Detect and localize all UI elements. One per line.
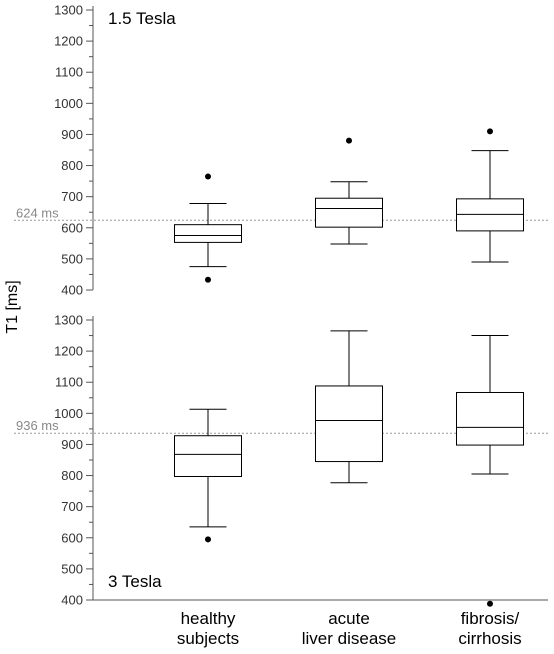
category-label: fibrosis/cirrhosis	[458, 609, 521, 648]
y-tick-label: 800	[61, 468, 83, 483]
y-tick-label: 1000	[54, 96, 83, 111]
box-iqr	[174, 224, 242, 243]
outlier-point	[346, 137, 352, 144]
box-2	[315, 330, 383, 484]
box-iqr	[315, 385, 383, 463]
box-1	[174, 408, 242, 543]
y-tick-label: 600	[61, 530, 83, 545]
y-tick-label: 500	[61, 251, 83, 266]
panel-1-5-tesla: 400 500 600 700 800 900 1000 1100 1200 1300 624 ms…	[14, 3, 548, 298]
y-tick-label: 1100	[55, 375, 83, 390]
panel-label: 1.5 Tesla	[108, 9, 176, 28]
outlier-point	[205, 536, 211, 543]
y-tick-label: 1200	[54, 344, 83, 359]
y-tick-label: 1100	[55, 65, 83, 80]
category-label-line: acute	[328, 609, 370, 628]
outlier-point	[205, 173, 211, 180]
category-label: healthy subjects	[177, 609, 239, 648]
y-axis-title: T1 [ms]	[4, 280, 21, 333]
y-tick-label: 800	[61, 158, 83, 173]
y-tick-label: 900	[61, 127, 83, 142]
outlier-point	[205, 276, 211, 283]
box-3	[456, 128, 524, 263]
y-tick-label: 700	[61, 499, 83, 514]
reference-line-label: 624 ms	[16, 205, 59, 220]
y-tick-label: 900	[61, 437, 83, 452]
category-label-line: subjects	[177, 629, 239, 648]
box-3	[456, 335, 524, 607]
outlier-point	[487, 600, 493, 607]
reference-line-label: 936 ms	[16, 418, 59, 433]
y-tick-label: 400	[61, 593, 83, 608]
y-tick-label: 1200	[54, 34, 83, 49]
y-tick-label: 1300	[54, 313, 83, 328]
box-2	[315, 137, 383, 245]
panel-3-tesla: 400 500 600 700 800 900 1000 1100 1200 1300 936 ms…	[14, 313, 548, 608]
y-tick-label: 500	[61, 561, 83, 576]
y-tick-label: 1000	[54, 406, 83, 421]
category-label-line: fibrosis/	[461, 609, 520, 628]
panel-label: 3 Tesla	[108, 572, 162, 591]
category-label-line: healthy	[181, 609, 236, 628]
y-tick-label: 700	[61, 189, 83, 204]
box-iqr	[174, 435, 242, 477]
y-tick-label: 600	[61, 220, 83, 235]
category-label-line: cirrhosis	[458, 629, 521, 648]
y-tick-label: 400	[61, 283, 83, 298]
category-label-line: liver disease	[302, 629, 397, 648]
outlier-point	[487, 128, 493, 135]
category-labels: healthy subjects acute liver disease fibrosi…	[177, 609, 522, 648]
category-label: acute liver disease	[302, 609, 397, 648]
box-1	[174, 173, 242, 283]
box-iqr	[315, 197, 383, 228]
y-tick-label: 1300	[54, 3, 83, 18]
box-iqr	[456, 391, 524, 446]
